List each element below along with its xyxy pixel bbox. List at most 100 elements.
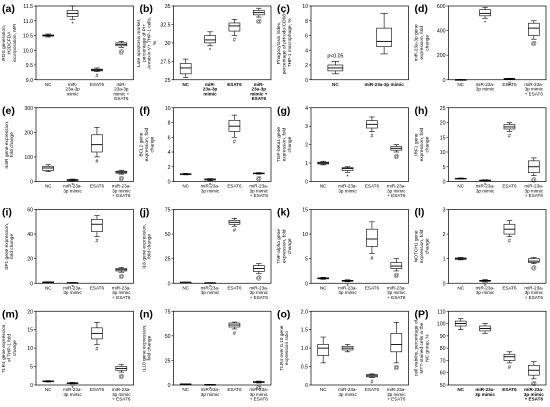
x-category-label: miR-23a-	[63, 387, 82, 392]
y-axis-label-line: MTT-stained cells in the	[419, 322, 425, 373]
y-tick-label: 75	[165, 208, 171, 214]
significance-mark: @	[393, 154, 399, 160]
box-i-1	[42, 281, 54, 283]
y-axis-label-line: change	[424, 35, 430, 51]
x-category-label: miR-23a-3p mimic	[364, 82, 404, 87]
panel-label: (n)	[140, 308, 153, 320]
significance-mark: #	[508, 239, 512, 245]
y-axis-label: IL6R gene expression,fold change	[4, 121, 15, 169]
panel-label: (k)	[277, 207, 290, 219]
y-tick-label: 0	[305, 180, 308, 186]
significance-mark: @	[256, 385, 262, 391]
x-category-label: 3p mimic	[250, 290, 269, 295]
x-category-label: NC	[182, 82, 189, 87]
y-tick-label: 0	[30, 180, 33, 186]
x-category-label: 3p mimic	[112, 392, 131, 397]
significance-mark: *	[71, 386, 74, 392]
significance-mark: *	[71, 183, 74, 189]
significance-mark: @	[393, 365, 399, 371]
y-tick-label: 15	[27, 328, 33, 334]
box-k-4: @	[390, 258, 403, 279]
x-category-label: miR-23a-	[63, 285, 82, 290]
box-i-3: #	[91, 215, 103, 245]
x-category-label: NC	[45, 82, 52, 87]
significance-mark: *	[346, 174, 349, 180]
plot-frame	[35, 5, 134, 81]
x-category-label: NC	[320, 387, 327, 392]
x-category-label: miR-23a-	[63, 184, 82, 189]
panel-o: (o) 0 0.5 1.0 1.5 2.0 TLR4 over IL10 geneexpre…	[277, 308, 409, 402]
panel-label: (m)	[2, 308, 18, 320]
significance-mark: #	[370, 134, 374, 140]
x-category-label: 3p mimic	[476, 290, 495, 295]
y-tick-label: 20	[27, 257, 33, 263]
x-category-label: miR-23a-	[524, 184, 543, 189]
y-tick-label: 400	[437, 29, 446, 35]
panel-g: (g) 0 1 2 3 4 TGF-beta1 geneexpression, foldch…	[276, 105, 409, 198]
x-category-label: miR-	[205, 82, 216, 87]
box-m-3: #	[91, 322, 103, 352]
y-tick-label: 70	[440, 358, 446, 364]
box-k-1	[317, 277, 329, 280]
x-category-label: 3p mimic	[475, 392, 495, 397]
box-c-1	[327, 61, 344, 75]
x-category-label: + ESAT6	[387, 193, 406, 198]
panel-n: (n) 0 25 50 75 IL10 gene expression,fold chan…	[140, 308, 272, 402]
panel-label: (P)	[415, 308, 429, 320]
x-category-label: NC	[332, 82, 339, 87]
x-category-label: 23a-3p	[252, 87, 267, 92]
x-category-label: ESAT6	[365, 387, 380, 392]
x-category-label: miR-23a-	[476, 184, 495, 189]
x-category-label: ESAT6	[90, 82, 105, 87]
box-a-3: #	[91, 67, 103, 79]
y-tick-label: 2.0	[301, 309, 308, 315]
y-tick-label: 1.5	[301, 328, 308, 334]
box-d-3: #	[503, 77, 516, 87]
x-category-label: miR-23a-	[476, 82, 495, 87]
box-k-2: *	[341, 279, 354, 290]
y-axis-label: ROS generation,H2DCFDAincorporation, MFI	[1, 24, 18, 63]
x-category-label: ESAT6	[114, 96, 129, 101]
box-e-4: @	[115, 169, 128, 182]
y-axis-label-line: expression, fold	[282, 128, 288, 162]
x-category-label: ESAT6	[90, 184, 105, 189]
plot-frame	[448, 209, 547, 284]
significance-mark: #	[95, 239, 99, 245]
box-iqr	[228, 22, 241, 32]
y-axis-label-line: TLR4 gene expression,	[1, 323, 7, 373]
x-category-label: 3p mimic	[250, 188, 269, 193]
y-axis-label-line: expression, fold	[419, 26, 425, 60]
y-tick-label: 10	[302, 232, 308, 238]
x-category-label: ESAT6	[227, 285, 242, 290]
y-axis-label-line: fold change	[147, 234, 153, 259]
x-category-label: + ESAT6	[525, 193, 544, 198]
x-category-label: miR-23a-	[112, 285, 131, 290]
panel-j: (j) 0 25 50 75 IL6 gene expression,fold chang…	[140, 207, 272, 300]
y-axis-label-line: expression ratio	[284, 331, 290, 365]
x-category-label: + ESAT6	[387, 397, 406, 402]
box-iqr	[341, 167, 354, 171]
y-axis-label-line: ROS generation,	[1, 25, 7, 61]
significance-mark: *	[209, 183, 212, 189]
panel-label: (j)	[140, 207, 150, 219]
x-category-label: ESAT6	[90, 387, 105, 392]
y-axis-label: cell viability, percentage ofMTT-stained…	[414, 320, 431, 377]
box-o-1	[317, 336, 329, 364]
x-category-label: ESAT6	[227, 387, 242, 392]
significance-mark: @	[531, 266, 537, 272]
y-tick-label: 110	[437, 309, 445, 315]
y-tick-label: 50	[165, 334, 171, 340]
significance-mark: *	[71, 285, 74, 291]
x-category-label: NC	[457, 387, 464, 392]
box-m-2: *	[66, 382, 79, 392]
y-axis-label-line: H2DCFDA	[7, 31, 13, 54]
significance-mark: @	[531, 41, 537, 47]
y-tick-label: 2	[443, 232, 446, 238]
y-tick-label: 10	[165, 106, 171, 112]
y-axis-label: NOTCH1 geneexpression, foldchange	[414, 229, 431, 263]
significance-mark: #	[233, 331, 237, 337]
y-axis-label-line: expression, fold	[419, 229, 425, 263]
y-axis-label-line: expression, fold	[282, 229, 288, 263]
y-tick-label: 0	[305, 78, 308, 84]
x-category-label: 3p mimic	[338, 188, 357, 193]
